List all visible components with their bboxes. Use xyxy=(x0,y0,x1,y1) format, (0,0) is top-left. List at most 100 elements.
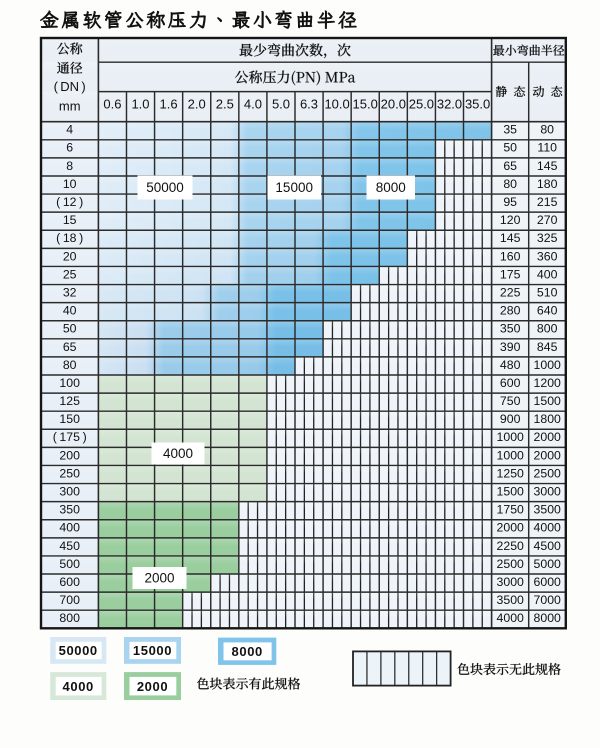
svg-text:2250: 2250 xyxy=(497,539,525,553)
svg-text:3000: 3000 xyxy=(497,575,525,589)
svg-text:8000: 8000 xyxy=(376,180,406,195)
svg-text:80: 80 xyxy=(63,358,77,372)
svg-text:300: 300 xyxy=(59,485,80,499)
svg-text:350: 350 xyxy=(59,503,80,517)
svg-text:120: 120 xyxy=(500,213,521,227)
svg-text:800: 800 xyxy=(537,322,558,336)
svg-text:6000: 6000 xyxy=(534,575,562,589)
svg-text:1500: 1500 xyxy=(497,485,525,499)
svg-text:mm: mm xyxy=(59,99,81,114)
svg-text:32: 32 xyxy=(63,286,77,300)
svg-text:400: 400 xyxy=(537,267,558,281)
svg-text:5000: 5000 xyxy=(534,557,562,571)
svg-text:4000: 4000 xyxy=(497,611,525,625)
svg-text:200: 200 xyxy=(59,448,80,462)
svg-text:110: 110 xyxy=(537,141,557,155)
svg-text:160: 160 xyxy=(500,249,521,263)
svg-text:32.0: 32.0 xyxy=(437,96,462,111)
svg-text:1750: 1750 xyxy=(497,503,525,517)
svg-text:80: 80 xyxy=(540,123,554,137)
svg-text:145: 145 xyxy=(537,159,558,173)
svg-text:35: 35 xyxy=(503,123,517,137)
svg-text:180: 180 xyxy=(537,177,558,191)
svg-text:50: 50 xyxy=(503,141,517,155)
svg-text:1000: 1000 xyxy=(497,448,525,462)
svg-text:8000: 8000 xyxy=(232,644,263,659)
svg-text:8: 8 xyxy=(66,159,73,173)
svg-text:2000: 2000 xyxy=(137,679,168,694)
svg-text:700: 700 xyxy=(59,593,80,607)
svg-text:1500: 1500 xyxy=(534,394,562,408)
svg-text:15.0: 15.0 xyxy=(353,96,378,111)
svg-text:80: 80 xyxy=(503,177,517,191)
svg-text:0.6: 0.6 xyxy=(103,96,121,111)
svg-text:2000: 2000 xyxy=(144,571,174,586)
svg-text:25.0: 25.0 xyxy=(409,96,434,111)
svg-text:15000: 15000 xyxy=(133,643,172,658)
svg-text:35.0: 35.0 xyxy=(465,96,490,111)
svg-text:3500: 3500 xyxy=(534,503,562,517)
svg-text:10: 10 xyxy=(63,177,77,191)
svg-text:270: 270 xyxy=(537,213,558,227)
svg-text:1000: 1000 xyxy=(497,430,525,444)
svg-text:(18): (18) xyxy=(56,231,83,245)
svg-text:1200: 1200 xyxy=(534,376,562,390)
svg-text:3000: 3000 xyxy=(534,485,562,499)
svg-text:4500: 4500 xyxy=(534,539,562,553)
svg-text:4: 4 xyxy=(66,123,73,137)
svg-text:7000: 7000 xyxy=(534,593,562,607)
svg-text:400: 400 xyxy=(59,521,80,535)
svg-text:145: 145 xyxy=(500,231,521,245)
svg-text:280: 280 xyxy=(500,304,521,318)
svg-text:40: 40 xyxy=(63,304,77,318)
svg-text:1000: 1000 xyxy=(534,358,562,372)
svg-text:390: 390 xyxy=(500,340,521,354)
svg-text:4.0: 4.0 xyxy=(244,96,262,111)
svg-text:510: 510 xyxy=(537,286,558,300)
svg-text:250: 250 xyxy=(59,466,80,480)
svg-text:1.0: 1.0 xyxy=(131,96,149,111)
svg-text:800: 800 xyxy=(59,611,80,625)
svg-text:600: 600 xyxy=(59,575,80,589)
svg-text:150: 150 xyxy=(59,412,80,426)
svg-text:480: 480 xyxy=(500,358,521,372)
svg-text:900: 900 xyxy=(500,412,521,426)
svg-text:5.0: 5.0 xyxy=(272,96,290,111)
svg-text:125: 125 xyxy=(59,394,80,408)
svg-text:(175): (175) xyxy=(53,430,87,444)
svg-text:215: 215 xyxy=(537,195,558,209)
svg-text:4000: 4000 xyxy=(534,521,562,535)
svg-text:2500: 2500 xyxy=(497,557,525,571)
svg-text:175: 175 xyxy=(500,267,521,281)
svg-text:600: 600 xyxy=(500,376,521,390)
svg-text:20: 20 xyxy=(63,249,77,263)
svg-text:15000: 15000 xyxy=(275,180,313,195)
svg-text:2000: 2000 xyxy=(534,430,562,444)
svg-text:2000: 2000 xyxy=(534,448,562,462)
svg-text:2500: 2500 xyxy=(534,466,562,480)
svg-text:325: 325 xyxy=(537,231,558,245)
svg-text:100: 100 xyxy=(59,376,80,390)
svg-text:2000: 2000 xyxy=(497,521,525,535)
svg-text:1.6: 1.6 xyxy=(160,96,178,111)
svg-text:1800: 1800 xyxy=(534,412,562,426)
svg-text:(12): (12) xyxy=(56,195,83,209)
svg-text:65: 65 xyxy=(63,340,77,354)
svg-text:65: 65 xyxy=(503,159,517,173)
svg-text:95: 95 xyxy=(503,195,517,209)
svg-text:20.0: 20.0 xyxy=(381,96,406,111)
svg-text:4000: 4000 xyxy=(163,446,193,461)
svg-text:360: 360 xyxy=(537,249,558,263)
svg-text:2.5: 2.5 xyxy=(216,96,234,111)
svg-text:50000: 50000 xyxy=(59,643,98,658)
svg-text:2.0: 2.0 xyxy=(188,96,206,111)
svg-text:640: 640 xyxy=(537,304,558,318)
svg-text:500: 500 xyxy=(59,557,80,571)
svg-text:(DN): (DN) xyxy=(54,79,86,94)
svg-text:50: 50 xyxy=(63,322,77,336)
svg-text:450: 450 xyxy=(59,539,80,553)
svg-text:4000: 4000 xyxy=(63,679,94,694)
svg-text:15: 15 xyxy=(63,213,77,227)
svg-text:225: 225 xyxy=(500,286,521,300)
svg-text:50000: 50000 xyxy=(146,180,184,195)
